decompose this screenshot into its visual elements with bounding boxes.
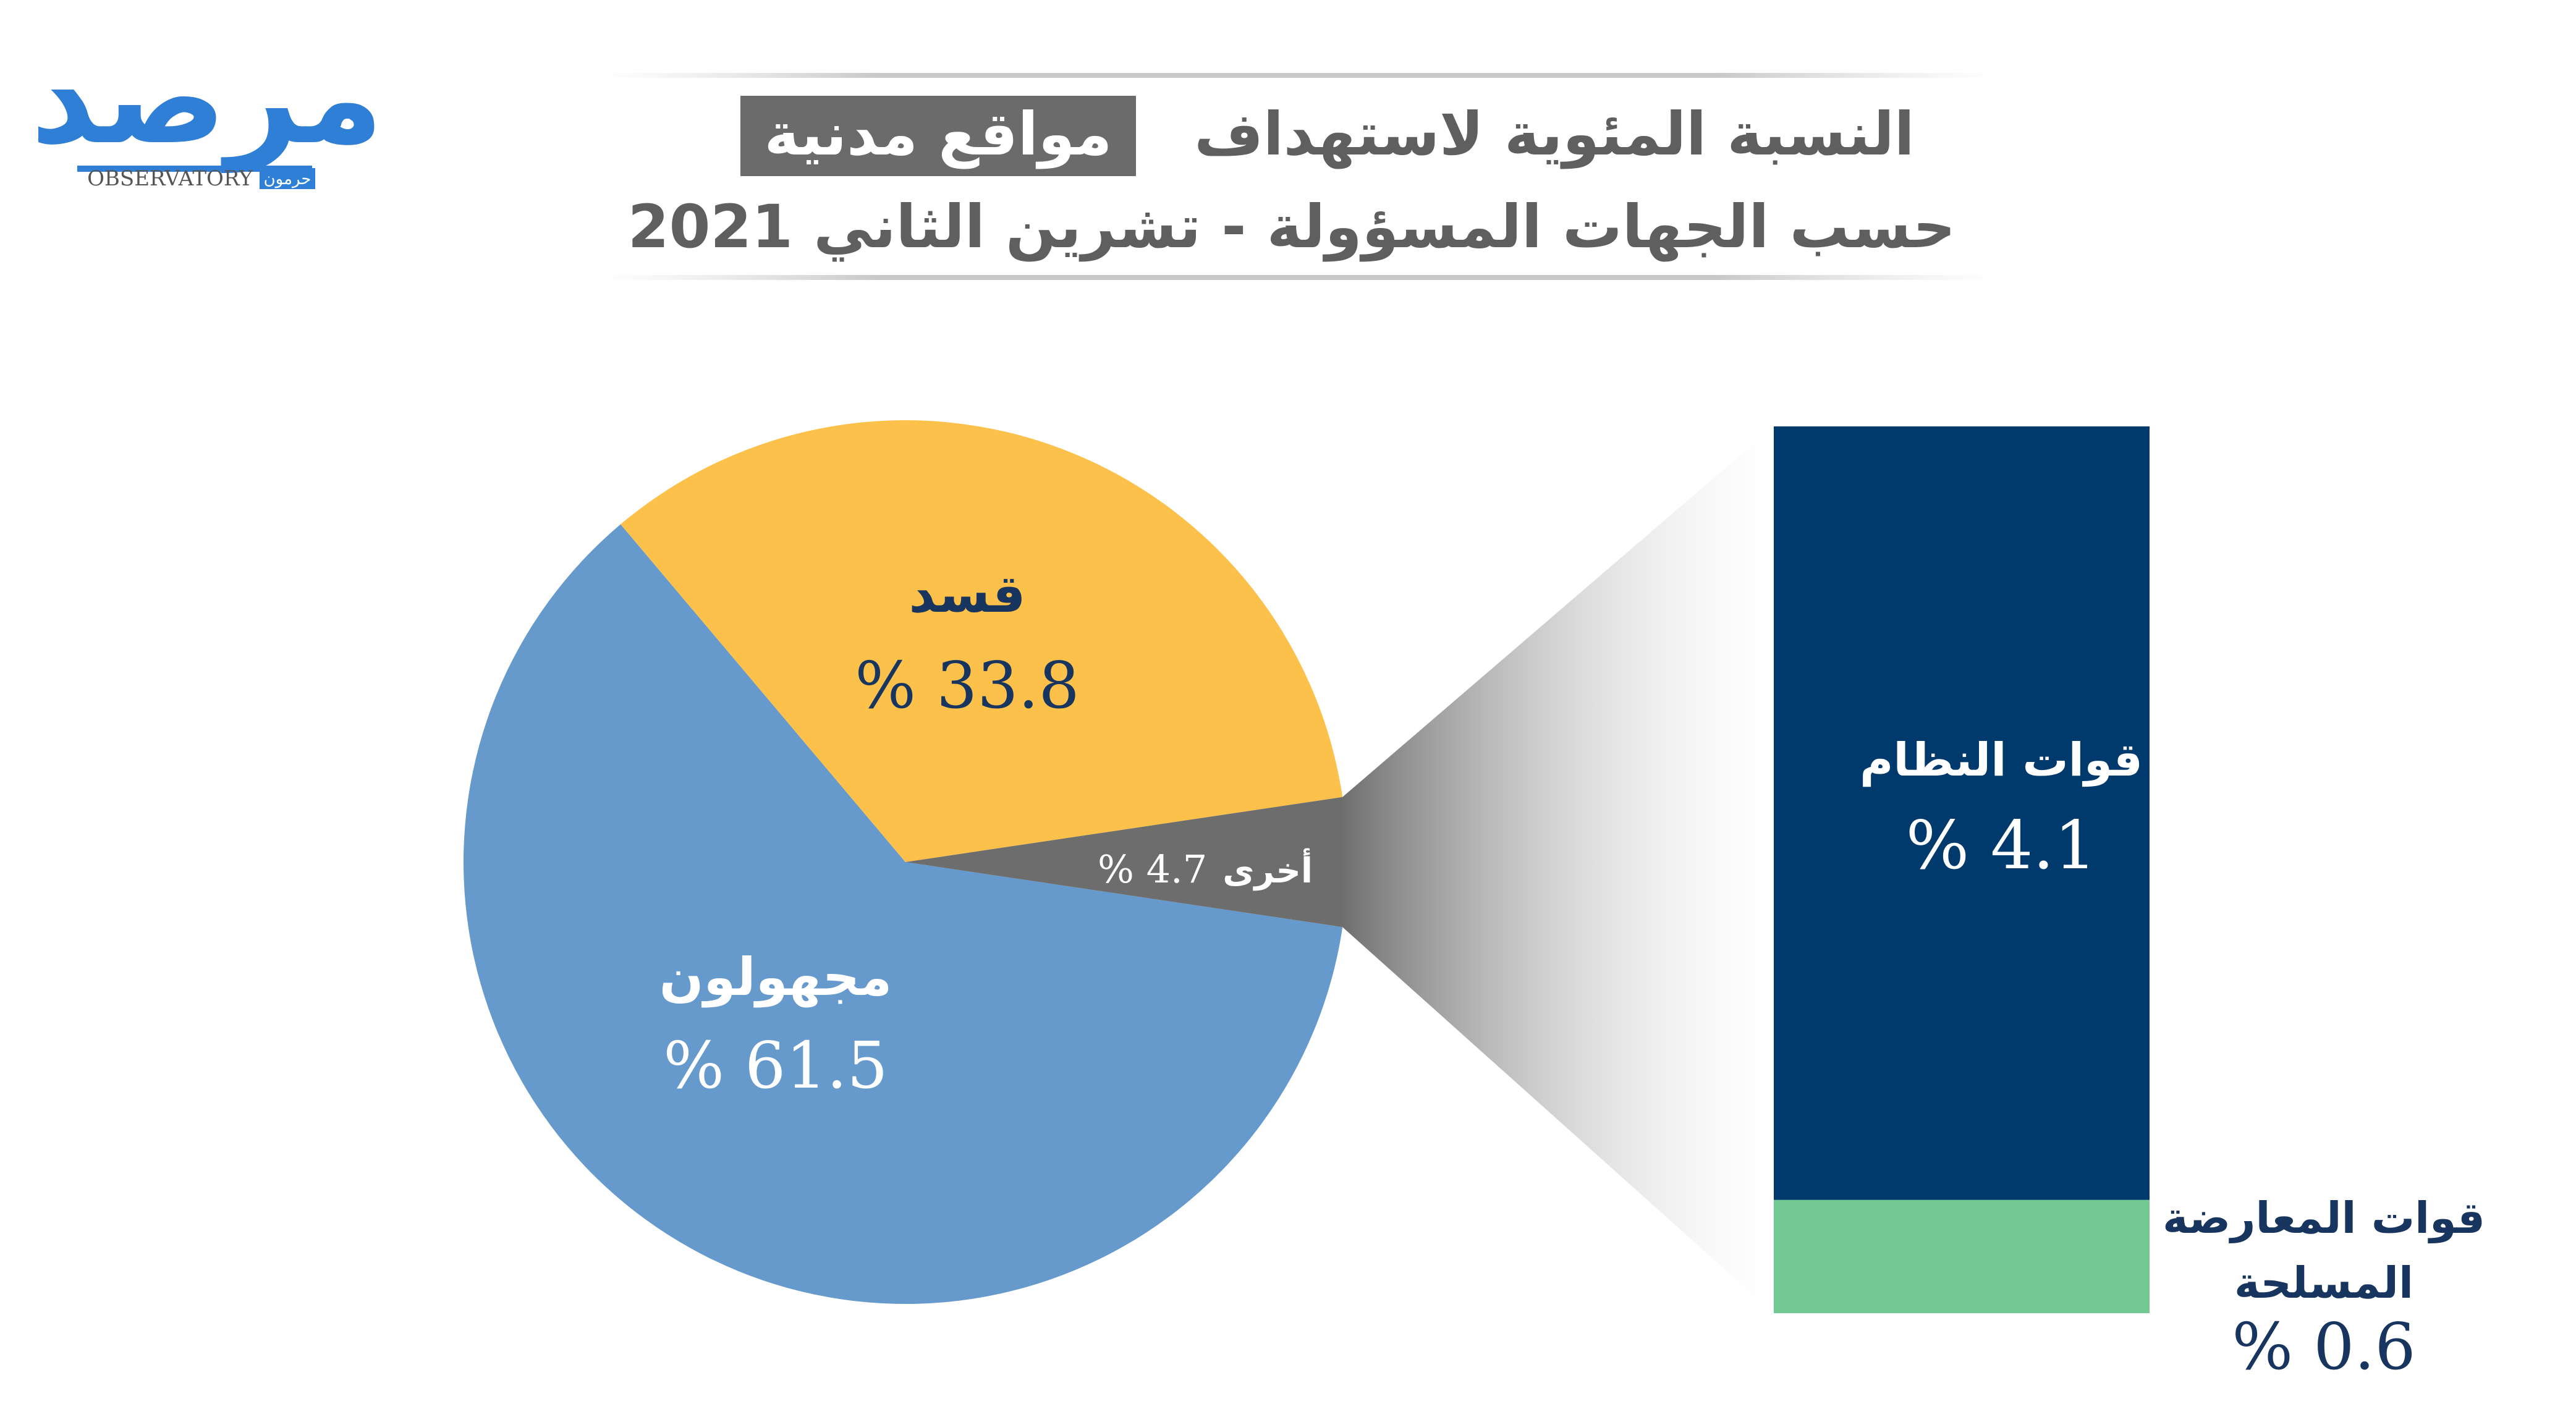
title-rule-bottom (600, 275, 1996, 280)
label-other: % 4.7 أخرى (1098, 847, 1313, 892)
title-highlight: مواقع مدنية (765, 99, 1112, 169)
chart-title: مواقع مدنية النسبة المئوية لاستهداف حسب … (600, 73, 1996, 280)
logo-text-en: OBSERVATORY (87, 166, 253, 191)
logo-underline (77, 166, 312, 172)
pie-slice-sdf (621, 420, 1343, 862)
pie-chart (463, 420, 1347, 1305)
breakdown-bar (1774, 426, 2150, 1313)
value-other: % 4.7 (1098, 847, 1207, 892)
label-opposition-line2: المسلحة (2234, 1258, 2413, 1308)
value-opposition: % 0.6 (2232, 1309, 2415, 1384)
logo-sub-ar: حرمون (264, 170, 311, 188)
label-other-text: أخرى (1222, 848, 1313, 891)
value-regime: % 4.1 (1906, 807, 2097, 884)
logo-sub-badge (260, 168, 315, 189)
logo: مرصد OBSERVATORY حرمون (31, 25, 384, 191)
value-unknown: % 61.5 (663, 1028, 888, 1103)
title-rule-top (600, 73, 1996, 78)
label-regime: قوات النظام (1860, 734, 2143, 787)
breakdown-connector (1342, 426, 1774, 1313)
title-line1: النسبة المئوية لاستهداف (1194, 99, 1914, 169)
label-unknown: مجهولون (659, 947, 892, 1008)
bar-segment-opposition (1774, 1199, 2150, 1313)
label-sdf: قسد (909, 564, 1026, 624)
pie-slice-unknown (463, 524, 1343, 1305)
bar-segment-regime (1774, 426, 2150, 1200)
logo-text-ar: مرصد (31, 25, 384, 173)
pie-slice-other (905, 797, 1347, 928)
title-highlight-box (740, 96, 1136, 176)
title-line2: حسب الجهات المسؤولة - تشرين الثاني 2021 (628, 192, 1955, 262)
label-opposition-line1: قوات المعارضة (2163, 1193, 2485, 1243)
value-sdf: % 33.8 (855, 648, 1079, 723)
